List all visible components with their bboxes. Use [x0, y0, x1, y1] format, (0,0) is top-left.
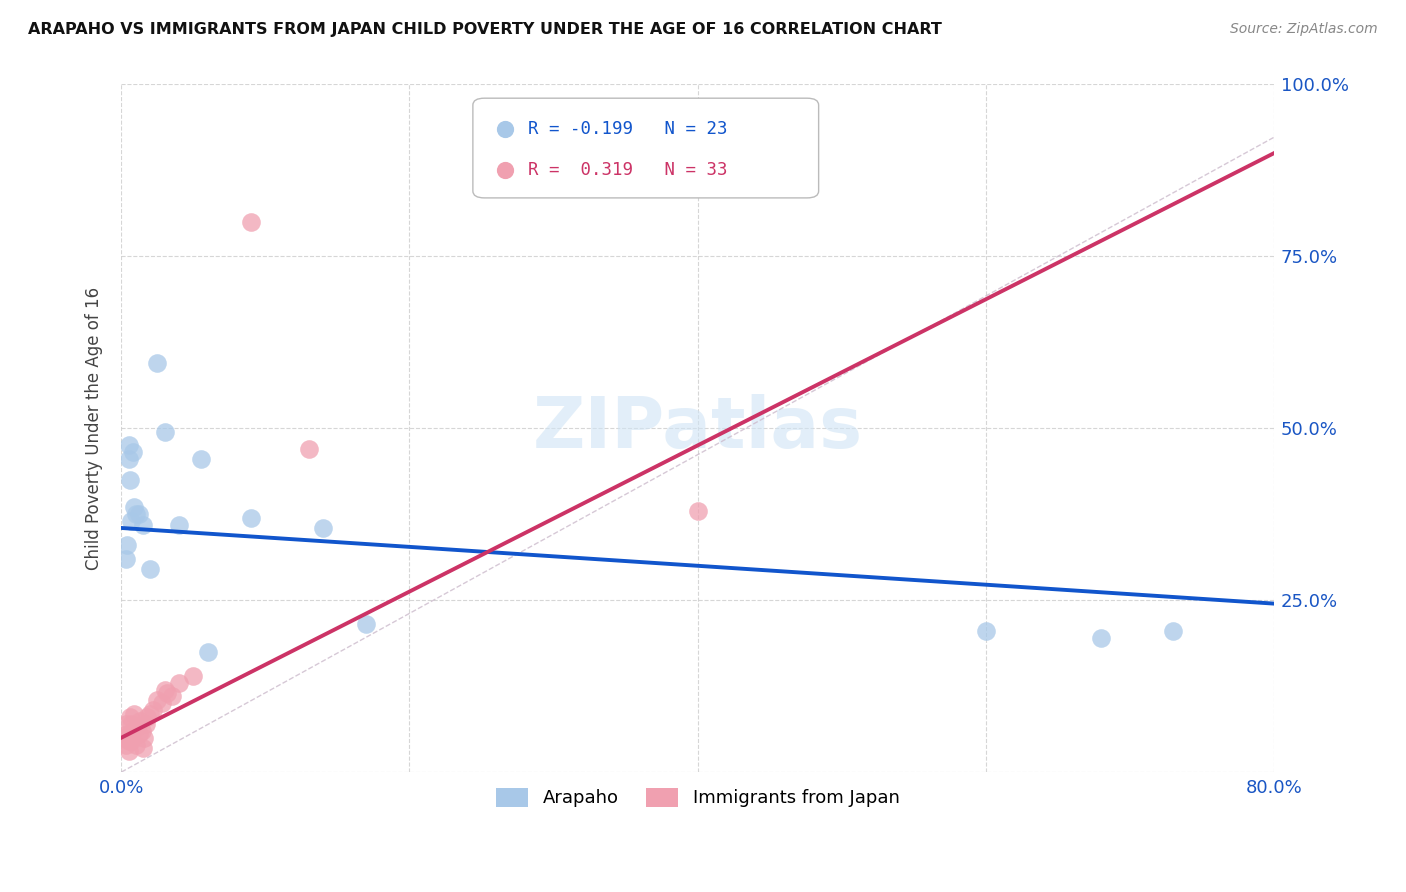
- Legend: Arapaho, Immigrants from Japan: Arapaho, Immigrants from Japan: [488, 780, 907, 814]
- Point: [312, 521, 335, 535]
- Point: [146, 693, 169, 707]
- Point: [591, 162, 613, 177]
- Point: [136, 710, 159, 724]
- Point: [117, 452, 139, 467]
- Point: [142, 703, 165, 717]
- Point: [197, 645, 219, 659]
- Point: [153, 682, 176, 697]
- Point: [124, 706, 146, 721]
- Point: [167, 517, 190, 532]
- Point: [150, 696, 173, 710]
- Point: [125, 738, 148, 752]
- Point: [117, 734, 139, 748]
- Point: [146, 356, 169, 370]
- Point: [160, 690, 183, 704]
- FancyBboxPatch shape: [472, 98, 818, 198]
- Point: [190, 452, 212, 467]
- Point: [167, 675, 190, 690]
- Point: [127, 720, 149, 734]
- Point: [122, 445, 145, 459]
- Point: [974, 624, 997, 639]
- Point: [153, 425, 176, 439]
- Point: [115, 727, 138, 741]
- Point: [115, 538, 138, 552]
- Point: [686, 504, 709, 518]
- Text: ARAPAHO VS IMMIGRANTS FROM JAPAN CHILD POVERTY UNDER THE AGE OF 16 CORRELATION C: ARAPAHO VS IMMIGRANTS FROM JAPAN CHILD P…: [28, 22, 942, 37]
- Point: [117, 744, 139, 758]
- Point: [124, 500, 146, 515]
- Point: [128, 507, 150, 521]
- Point: [129, 714, 152, 728]
- Point: [1090, 631, 1112, 645]
- Point: [112, 731, 135, 745]
- Point: [139, 706, 162, 721]
- Point: [183, 669, 205, 683]
- Point: [131, 723, 153, 738]
- Point: [134, 731, 156, 745]
- Point: [120, 734, 142, 748]
- Point: [114, 552, 136, 566]
- Point: [114, 717, 136, 731]
- Point: [118, 473, 141, 487]
- Point: [120, 717, 142, 731]
- Point: [156, 686, 179, 700]
- Y-axis label: Child Poverty Under the Age of 16: Child Poverty Under the Age of 16: [86, 286, 103, 570]
- Point: [120, 514, 142, 528]
- Point: [139, 562, 162, 576]
- Point: [114, 738, 136, 752]
- Text: ZIPatlas: ZIPatlas: [533, 393, 863, 463]
- Point: [240, 510, 263, 524]
- Point: [132, 517, 155, 532]
- Point: [125, 507, 148, 521]
- Text: R =  0.319   N = 33: R = 0.319 N = 33: [529, 161, 728, 178]
- Point: [356, 617, 378, 632]
- Point: [591, 122, 613, 136]
- Point: [118, 727, 141, 741]
- Point: [128, 727, 150, 741]
- Point: [122, 723, 145, 738]
- Point: [132, 741, 155, 756]
- Point: [118, 710, 141, 724]
- Point: [298, 442, 321, 456]
- Point: [240, 215, 263, 229]
- Text: Source: ZipAtlas.com: Source: ZipAtlas.com: [1230, 22, 1378, 37]
- Point: [1161, 624, 1184, 639]
- Point: [135, 717, 157, 731]
- Text: R = -0.199   N = 23: R = -0.199 N = 23: [529, 120, 728, 138]
- Point: [117, 438, 139, 452]
